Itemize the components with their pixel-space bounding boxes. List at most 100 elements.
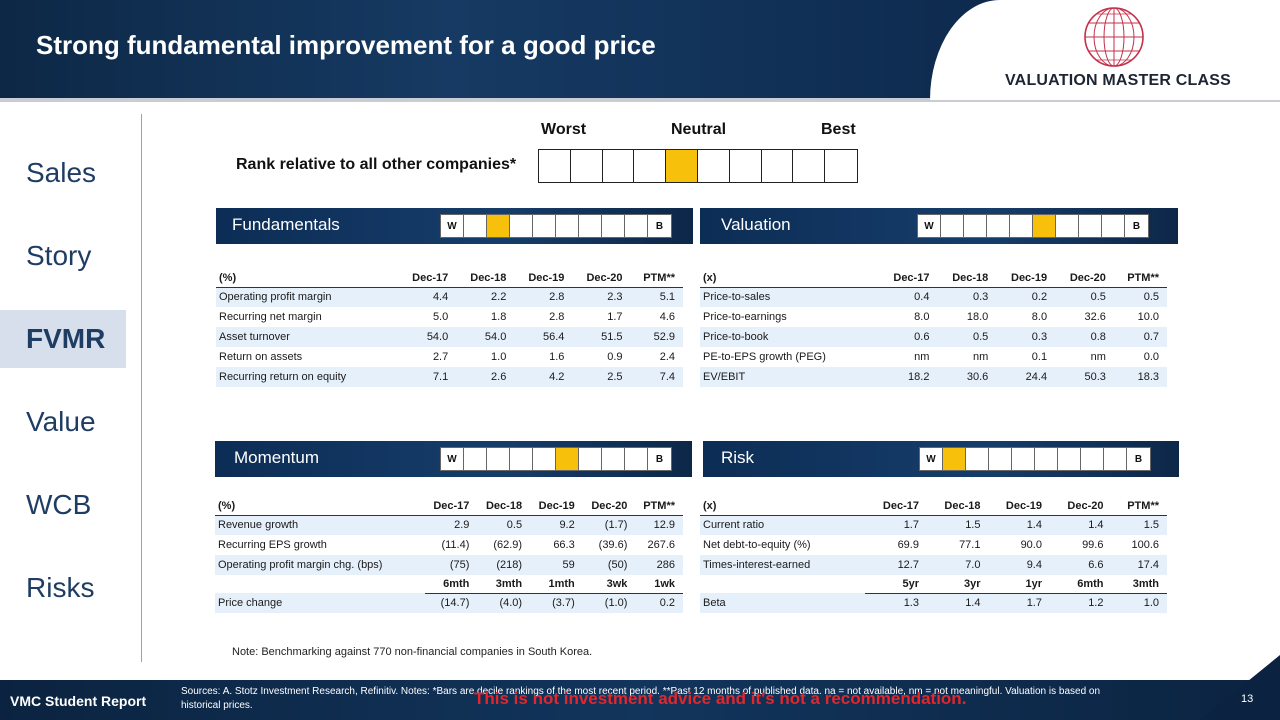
- cell-value: 90.0: [1020, 539, 1042, 551]
- cell-value: 56.4: [514, 327, 573, 347]
- nav-item-sales[interactable]: Sales: [0, 144, 126, 202]
- cell-value: 1.7: [865, 515, 927, 535]
- cell-value: 18.2: [878, 367, 938, 387]
- footer-report-label: VMC Student Report: [10, 693, 147, 709]
- nav-item-risks[interactable]: Risks: [0, 559, 126, 617]
- column-header: Dec-18: [926, 498, 989, 516]
- decile-cell: [625, 448, 648, 470]
- footer-bar: [0, 680, 1280, 720]
- cell-value: 0.0: [1143, 351, 1159, 363]
- nav-item-fvmr[interactable]: FVMR: [0, 310, 126, 368]
- benchmark-note: Note: Benchmarking against 770 non-finan…: [232, 646, 593, 658]
- nav-item-value[interactable]: Value: [0, 393, 126, 451]
- decile-cell: [1079, 215, 1102, 237]
- nav-item-story[interactable]: Story: [0, 227, 126, 285]
- cell-value: 0.9: [607, 351, 623, 363]
- cell-value: 8.0: [914, 311, 930, 323]
- decile-cell: [533, 448, 556, 470]
- cell-value: (218): [477, 555, 531, 575]
- rank-decile-cell: [666, 150, 698, 182]
- globe-icon: [1084, 7, 1144, 67]
- column-header: Dec-17: [865, 498, 927, 516]
- decile-cell: [966, 448, 989, 470]
- table-row: Price change (14.7) (4.0) (3.7) (1.0) 0.2: [215, 593, 683, 613]
- column-header: Dec-18: [937, 270, 997, 288]
- cell-value: 5.0: [432, 311, 449, 323]
- row-label: EV/EBIT: [700, 367, 879, 387]
- table-row: Operating profit margin 4.4 2.2 2.8 2.3 5.1: [216, 287, 683, 307]
- rank-decile-cell: [602, 150, 635, 182]
- cell-value: 1.3: [865, 593, 927, 613]
- decile-cell: [533, 215, 556, 237]
- decile-cell: [487, 448, 510, 470]
- cell-value: 77.1: [959, 539, 981, 551]
- cell-value: 2.9: [424, 515, 478, 535]
- rank-label: Rank relative to all other companies*: [236, 156, 517, 173]
- row-label: Price-to-sales: [700, 287, 879, 307]
- column-header: 5yr: [865, 575, 927, 594]
- cell-value: 0.1: [1031, 351, 1048, 363]
- cell-value: 1.0: [491, 351, 507, 363]
- column-header: (x): [700, 498, 866, 516]
- decile-cell: [556, 448, 579, 470]
- best-marker: B: [648, 448, 671, 470]
- table-row: Recurring net margin 5.0 1.8 2.8 1.7 4.6: [216, 307, 683, 327]
- cell-value: 7.1: [398, 367, 457, 387]
- column-header: PTM**: [1111, 498, 1167, 516]
- rank-decile-cell: [634, 150, 667, 182]
- cell-value: 0.4: [878, 287, 938, 307]
- column-header: Dec-19: [988, 498, 1050, 516]
- column-header: Dec-18: [456, 270, 515, 288]
- table-row: PE-to-EPS growth (PEG) nm nm 0.1 nm 0.0: [700, 347, 1167, 367]
- column-header: 3mth: [1111, 575, 1167, 594]
- table-row: Price-to-earnings 8.0 18.0 8.0 32.6 10.0: [700, 307, 1167, 327]
- cell-value: 7.0: [926, 555, 989, 575]
- cell-value: (1.7): [582, 515, 636, 535]
- decile-cell: [1058, 448, 1081, 470]
- cell-value: 4.2: [514, 367, 573, 387]
- column-header: Dec-19: [514, 270, 573, 288]
- cell-value: 30.6: [937, 367, 997, 387]
- cell-value: (11.4): [441, 539, 470, 551]
- column-header: (%): [215, 498, 425, 516]
- decile-cell: [602, 215, 625, 237]
- row-label: Times-interest-earned: [700, 555, 866, 575]
- column-header: 1wk: [635, 575, 683, 594]
- column-header: Dec-19: [530, 498, 583, 516]
- decile-cell: [989, 448, 1012, 470]
- cell-value: (3.7): [530, 593, 583, 613]
- row-label: Asset turnover: [216, 327, 399, 347]
- decile-cell: [964, 215, 987, 237]
- column-header: 6mth: [424, 575, 478, 594]
- cell-value: 51.5: [572, 327, 631, 347]
- cell-value: 2.6: [456, 367, 515, 387]
- row-label: PE-to-EPS growth (PEG): [703, 351, 826, 363]
- column-header: Dec-20: [1049, 498, 1112, 516]
- cell-value: 286: [635, 555, 683, 575]
- table-row: Revenue growth 2.9 0.5 9.2 (1.7) 12.9: [215, 515, 683, 535]
- cell-value: 0.3: [996, 327, 1056, 347]
- cell-value: 2.3: [572, 287, 631, 307]
- cell-value: 1.7: [607, 311, 623, 323]
- decile-cell: [1010, 215, 1033, 237]
- table-row: Recurring EPS growth (11.4) (62.9) 66.3 (39.…: [215, 535, 683, 555]
- cell-value: 5.1: [630, 287, 683, 307]
- decile-cell: [943, 448, 966, 470]
- nav-item-label: Story: [26, 240, 92, 271]
- column-header: Dec-20: [582, 498, 636, 516]
- decile-cell: [1056, 215, 1079, 237]
- cell-value: 69.9: [897, 539, 919, 551]
- decile-cell: [1035, 448, 1058, 470]
- nav-item-wcb[interactable]: WCB: [0, 476, 126, 534]
- cell-value: 1.5: [1111, 515, 1167, 535]
- rank-worst-label: Worst: [541, 121, 587, 138]
- fundamentals-table: (%) Dec-17 Dec-18 Dec-19 Dec-20 PTM** Operatin…: [216, 270, 683, 387]
- rank-decile-cell: [539, 150, 571, 182]
- row-label: Revenue growth: [215, 515, 425, 535]
- row-label: Operating profit margin: [216, 287, 399, 307]
- cell-value: 2.7: [432, 351, 449, 363]
- cell-value: 267.6: [647, 539, 675, 551]
- table-row: Return on assets 2.7 1.0 1.6 0.9 2.4: [216, 347, 683, 367]
